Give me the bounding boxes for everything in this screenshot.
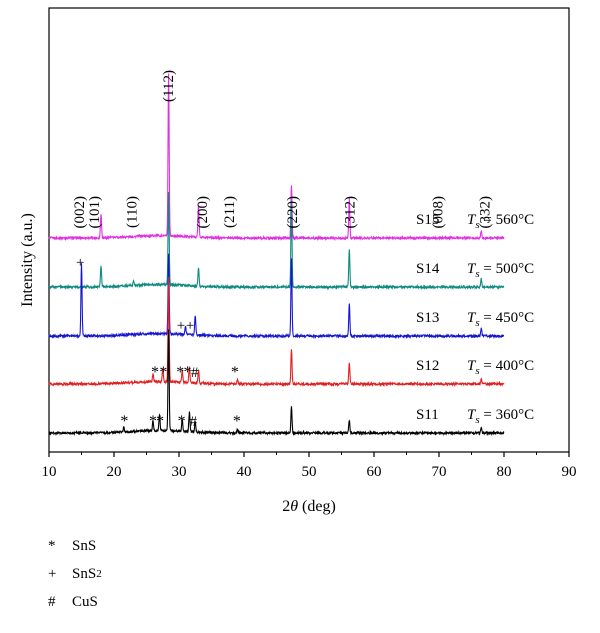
x-tick-label: 60 (367, 464, 382, 480)
series-label: S14 (416, 261, 440, 277)
legend-symbol: * (48, 537, 56, 554)
miller-index-label: (332) (478, 196, 494, 229)
x-tick-label: 90 (562, 464, 577, 480)
series-temperature-label: Ts = 450°C (467, 310, 534, 329)
series-s15-line (48, 73, 505, 242)
series-temperature-label: Ts = 500°C (467, 261, 534, 280)
legend-label: SnS (72, 537, 97, 554)
phase-marker: + (186, 318, 194, 334)
phase-marker: * (120, 413, 128, 430)
series-label: S15 (416, 212, 439, 228)
x-tick-label: 80 (497, 464, 512, 480)
miller-index-label: (110) (125, 196, 141, 228)
series-s13-line (48, 253, 505, 340)
miller-index-label: (200) (195, 196, 211, 229)
x-tick-label: 10 (42, 464, 57, 480)
x-tick-label: 40 (237, 464, 252, 480)
series-label: S11 (416, 407, 439, 423)
x-tick-label: 30 (172, 464, 187, 480)
miller-index-label: (101) (87, 196, 103, 229)
phase-marker: * (151, 364, 159, 381)
legend-item-sns2: + SnS 2 (48, 560, 102, 588)
annotations: (002)(101) (110) (112) (200) (211) (220) (312)… (72, 70, 534, 430)
miller-index-label: (220) (285, 196, 301, 229)
y-axis-label: Intensity (a.u.) (19, 213, 36, 307)
legend-item-cus: # CuS (48, 588, 102, 616)
series-label: S13 (416, 310, 439, 326)
x-tick-label: 70 (432, 464, 447, 480)
phase-marker: # (190, 414, 198, 430)
legend-label-subscript: 2 (96, 568, 102, 580)
series-temperature-label: Ts = 400°C (467, 358, 534, 377)
curves (48, 73, 505, 437)
phase-marker: * (233, 413, 241, 430)
series-s12-line (48, 276, 505, 388)
miller-index-label: (002) (72, 196, 88, 229)
x-tick-label: 50 (302, 464, 317, 480)
phase-marker: + (76, 255, 84, 271)
phase-marker: * (231, 364, 239, 381)
miller-index-label: (112) (161, 70, 177, 102)
phase-marker: * (176, 364, 184, 381)
phase-marker: * (178, 413, 186, 430)
phase-marker: * (159, 364, 167, 381)
legend-item-sns: * SnS (48, 532, 102, 560)
miller-index-label: (211) (222, 196, 238, 228)
legend-label: SnS (72, 565, 97, 582)
phase-marker: # (191, 365, 199, 381)
x-tick-label: 20 (107, 464, 122, 480)
legend-symbol: # (48, 593, 56, 610)
series-temperature-label: Ts = 560°C (467, 212, 534, 231)
series-s11-line (48, 329, 505, 437)
series-s14-line (48, 191, 505, 291)
phase-marker: * (156, 413, 164, 430)
phase-legend: * SnS + SnS 2 # CuS (48, 532, 102, 616)
series-temperature-label: Ts = 360°C (467, 407, 534, 426)
phase-marker: * (183, 364, 191, 381)
phase-marker: * (149, 413, 157, 430)
x-axis-label: 2θ (deg) (282, 498, 336, 515)
miller-index-label: (312) (342, 196, 358, 229)
legend-symbol: + (48, 565, 57, 582)
miller-index-label: (008) (431, 196, 447, 229)
series-label: S12 (416, 358, 439, 374)
phase-marker: + (177, 318, 185, 334)
legend-label: CuS (72, 593, 98, 610)
axes: 10 20 30 40 50 60 70 80 90 2θ (deg) Intensity (a.u… (19, 7, 577, 515)
